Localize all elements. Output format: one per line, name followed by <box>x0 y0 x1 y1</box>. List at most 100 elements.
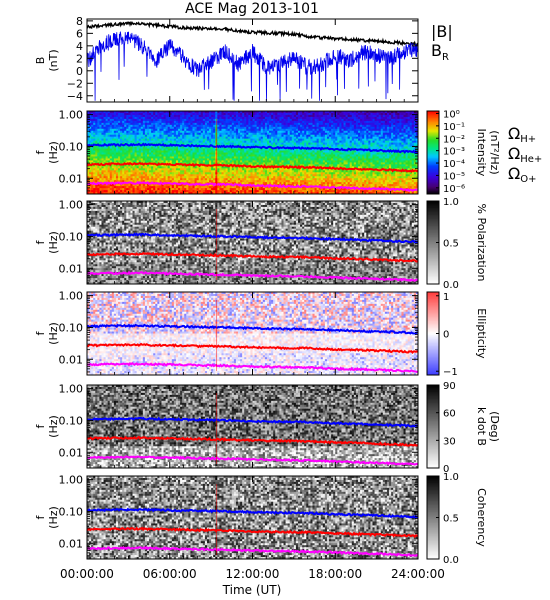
colorbar-tick-label: 60 <box>443 409 456 420</box>
intensity-spectrogram-colorbar: 10⁰ 10⁻¹10⁻² 10⁻³10⁻⁴10⁻⁵ 10⁻⁶ Intensity (nT²… <box>426 109 542 195</box>
y-axis-unit: (Hz) <box>47 322 60 345</box>
y-tick-label: 0.01 <box>59 353 84 366</box>
gyro-line-he-plus <box>87 251 418 263</box>
legend-br-subscript: R <box>442 52 449 63</box>
coherency-spectrogram-colorbar: 1.0 0.5 0.0 Coherency <box>426 472 488 566</box>
gyro-line-o-plus <box>87 455 418 466</box>
gyro-line-he-plus <box>87 526 418 539</box>
x-tick-label: 18:00:00 <box>308 567 362 581</box>
series-line-br <box>87 30 418 101</box>
y-axis-label: f <box>34 514 47 519</box>
polarization-spectrogram-plot-area <box>87 201 418 284</box>
gyro-line-he-plus <box>87 435 418 447</box>
y-tick-label: 0.01 <box>59 262 84 275</box>
y-tick-label: 4 <box>76 40 83 53</box>
y-axis-unit: (Hz) <box>47 415 60 438</box>
gyro-line-o-plus <box>87 270 418 283</box>
y-tick-label: 1.00 <box>59 199 84 212</box>
y-tick-label: 0.10 <box>59 230 84 243</box>
gyro-label-o-plus: ΩO+ <box>508 164 536 185</box>
y-tick-label: 1.00 <box>59 474 84 487</box>
y-axis-unit: (Hz) <box>47 141 60 164</box>
y-axis-label: B <box>34 57 47 65</box>
magnetic-field-plot-area <box>87 20 418 101</box>
y-tick-label: 0.01 <box>59 172 84 185</box>
polarization-spectrogram-colorbar: 1.0 0.5 0.0 % Polarization <box>426 197 488 291</box>
y-tick-label: 0 <box>76 65 83 78</box>
y-tick-label: 0.10 <box>59 505 84 518</box>
y-axis-unit: (nT) <box>47 49 60 71</box>
colorbar-tick-label: 0.5 <box>443 514 459 525</box>
colorbar-tick-label: 10⁻⁵ <box>443 171 465 182</box>
y-tick-label: 2 <box>76 52 83 65</box>
colorbar-tick-label: 1.0 <box>443 197 459 208</box>
colorbar-label: Coherency <box>475 488 488 547</box>
time-axis: 00:00:00 06:00:00 12:00:00 18:00:00 24:00:00 <box>60 567 445 581</box>
gyro-line-o-plus <box>87 180 418 193</box>
gyro-line-he-plus <box>87 161 418 174</box>
colorbar-unit: (nT²/Hz) <box>488 130 501 174</box>
y-tick-label: −4 <box>67 90 83 103</box>
y-tick-label: 1.00 <box>59 383 84 396</box>
gyro-label-subscript: He+ <box>520 154 542 165</box>
y-tick-label: 0.10 <box>59 414 84 427</box>
legend-btotal: |B| <box>431 22 453 41</box>
colorbar-frame <box>426 110 440 195</box>
intensity-spectrogram-plot-area <box>87 111 418 194</box>
gyro-label-h-plus: ΩH+ <box>508 124 536 145</box>
y-tick-label: −2 <box>67 77 83 90</box>
colorbar-frame <box>426 384 440 469</box>
colorbar-tick-label: 1.0 <box>443 472 459 483</box>
gyro-line-h-plus <box>87 323 418 335</box>
colorbar-label: % Polarization <box>475 204 488 282</box>
ellipticity-spectrogram-panel: 1.00 0.10 0.01 f (Hz) 1 0 −1 Ellipticity <box>34 290 488 379</box>
y-axis-label: f <box>34 330 47 335</box>
x-tick-label: 12:00:00 <box>226 567 280 581</box>
colorbar-tick-label: 10⁻¹ <box>443 122 465 133</box>
colorbar-tick-label: 10⁻³ <box>443 147 465 158</box>
series-line-btotal <box>87 20 418 48</box>
gyro-line-h-plus <box>87 507 418 519</box>
colorbar-tick-label: 10⁰ <box>443 109 460 120</box>
gyro-line-o-plus <box>87 545 418 558</box>
colorbar-unit: (Deg) <box>488 411 501 442</box>
coherency-spectrogram-plot-area <box>87 476 418 559</box>
gyro-line-he-plus <box>87 342 418 354</box>
x-axis-label: Time (UT) <box>222 583 282 597</box>
k-dot-b-spectrogram-colorbar: 90 60 30 0 k dot B (Deg) <box>426 381 501 475</box>
y-axis-unit: (Hz) <box>47 231 60 254</box>
k-dot-b-spectrogram-panel: 1.00 0.10 0.01 f (Hz) 90 60 30 0 k dot B (Deg) <box>34 381 501 475</box>
x-tick-label: 06:00:00 <box>143 567 197 581</box>
colorbar-tick-label: −1 <box>443 367 458 378</box>
colorbar-tick-label: 0.0 <box>443 555 459 566</box>
colorbar-tick-label: 90 <box>443 381 456 392</box>
y-tick-label: 1.00 <box>59 290 84 303</box>
y-tick-label: 1.00 <box>59 109 84 122</box>
y-tick-label: 0.01 <box>59 446 84 459</box>
colorbar-tick-label: 10⁻⁶ <box>443 184 465 195</box>
gyro-line-o-plus <box>87 362 418 373</box>
y-axis-label: f <box>34 149 47 154</box>
y-tick-label: 6 <box>76 27 83 40</box>
chart-title: ACE Mag 2013-101 <box>185 1 319 17</box>
x-tick-label: 24:00:00 <box>391 567 445 581</box>
colorbar-tick-label: 1 <box>443 292 449 303</box>
y-tick-label: 8 <box>76 15 83 28</box>
colorbar-tick-label: 10⁻² <box>443 134 465 145</box>
colorbar-tick-label: 0.0 <box>443 280 459 291</box>
colorbar-label: k dot B <box>475 407 488 446</box>
colorbar-tick-label: 30 <box>443 436 456 447</box>
intensity-spectrogram-panel: 1.00 0.10 0.01 f (Hz) 10⁰ 10⁻¹10⁻² 10⁻³10⁻⁴10⁻⁵… <box>34 109 542 195</box>
y-axis-label: f <box>34 423 47 428</box>
colorbar-label: Ellipticity <box>475 308 488 359</box>
y-tick-label: 0.10 <box>59 140 84 153</box>
gyro-label-subscript: H+ <box>520 134 536 145</box>
gyro-label-subscript: O+ <box>520 174 536 185</box>
gyro-line-h-plus <box>87 416 418 428</box>
x-tick-label: 00:00:00 <box>60 567 114 581</box>
gyro-line-h-plus <box>87 142 418 155</box>
colorbar-tick-label: 0.5 <box>443 239 459 250</box>
